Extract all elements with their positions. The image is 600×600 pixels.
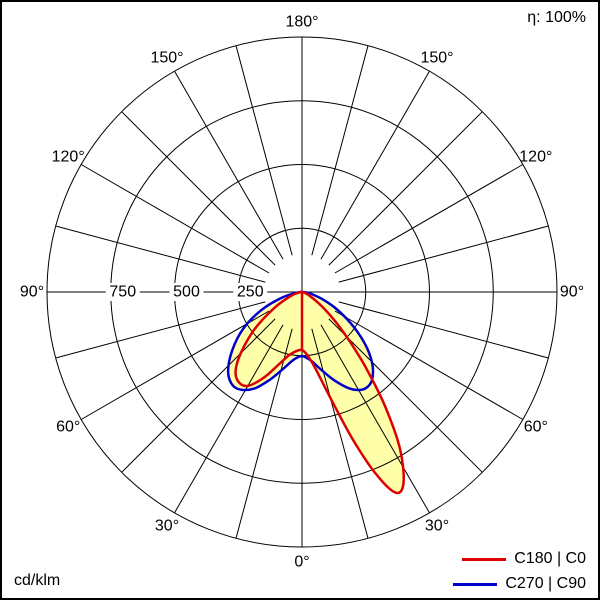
grid-spoke xyxy=(121,318,276,473)
ring-label-backing xyxy=(169,283,204,301)
ring-label-backing xyxy=(105,283,140,301)
angle-label: 90° xyxy=(560,284,584,301)
grid-spoke xyxy=(174,70,284,260)
grid-spoke xyxy=(311,45,369,256)
angle-label: 180° xyxy=(285,14,318,31)
angle-label: 30° xyxy=(425,517,449,534)
grid-spoke xyxy=(80,310,270,420)
ring-label: 750 xyxy=(109,284,136,301)
grid-spoke xyxy=(174,324,284,514)
grid-spoke xyxy=(80,164,270,274)
grid-spoke xyxy=(311,328,369,539)
efficiency-label: η: 100% xyxy=(527,9,586,26)
legend-swatch-blue-line xyxy=(453,582,498,586)
legend-item-c270-c90: C270 | C90 xyxy=(453,575,586,593)
ring-label-backing xyxy=(233,283,268,301)
unit-label: cd/klm xyxy=(14,572,61,589)
curve-c270-c90 xyxy=(226,290,375,392)
grid-spoke xyxy=(320,324,430,514)
angle-label: 120° xyxy=(519,149,552,166)
angle-label: 0° xyxy=(294,554,309,571)
grid-spoke xyxy=(328,318,483,473)
legend-swatch-red-line xyxy=(462,557,507,561)
legend-item-c180-c0: C180 | C0 xyxy=(453,550,586,568)
grid-spoke xyxy=(121,111,276,266)
curve-c180-c0 xyxy=(234,290,405,495)
angle-label: 60° xyxy=(524,419,548,436)
grid-spoke xyxy=(338,225,549,283)
legend-label-c180-c0: C180 | C0 xyxy=(514,550,586,567)
angle-label: 120° xyxy=(52,149,85,166)
grid-spoke xyxy=(334,164,524,274)
grid-spoke xyxy=(328,111,483,266)
angle-label: 90° xyxy=(20,284,44,301)
angle-label: 30° xyxy=(155,517,179,534)
angle-label: 60° xyxy=(56,419,80,436)
grid-spoke xyxy=(338,301,549,359)
grid-spoke xyxy=(55,301,266,359)
legend: C180 | C0 C270 | C90 xyxy=(453,550,586,593)
grid-spoke xyxy=(334,310,524,420)
ring-label: 250 xyxy=(237,284,264,301)
legend-label-c270-c90: C270 | C90 xyxy=(505,575,586,592)
angle-label: 150° xyxy=(150,50,183,67)
grid-spoke xyxy=(55,225,266,283)
grid-spoke xyxy=(235,328,293,539)
grid-spoke xyxy=(235,45,293,256)
ring-label: 500 xyxy=(173,284,200,301)
grid-spoke xyxy=(320,70,430,260)
angle-label: 150° xyxy=(420,50,453,67)
